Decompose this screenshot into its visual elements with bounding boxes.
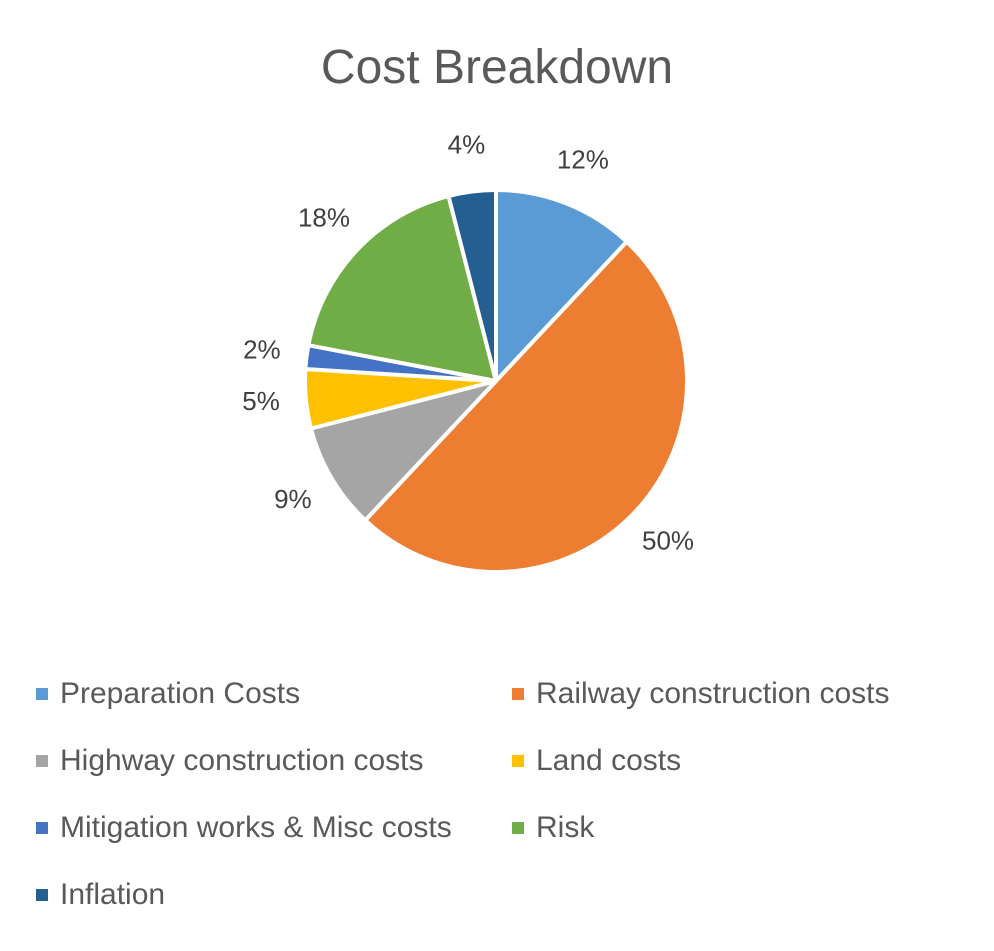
- legend-item-risk: Risk: [512, 794, 942, 861]
- legend-label: Risk: [536, 810, 595, 844]
- legend-label: Preparation Costs: [60, 676, 301, 710]
- legend-label: Railway construction costs: [536, 676, 890, 710]
- pie-plot-area: 12% 50% 9% 5% 2% 18% 4%: [242, 130, 694, 574]
- data-label-land-costs: 5%: [242, 386, 280, 416]
- data-label-railway-construction-costs: 50%: [642, 525, 694, 555]
- pie-slice-preparation-costs: [494, 188, 629, 383]
- legend-label: Land costs: [536, 743, 682, 777]
- chart-title: Cost Breakdown: [320, 41, 674, 94]
- legend-item-mitigation-works-and-misc-costs: Mitigation works & Misc costs: [36, 794, 512, 861]
- legend-swatch: [36, 888, 48, 901]
- data-label-inflation: 4%: [448, 130, 486, 160]
- pie-slice-inflation: [446, 188, 498, 383]
- legend-swatch: [36, 687, 48, 700]
- pie-slice-railway-construction-costs: [363, 239, 689, 574]
- data-label-risk: 18%: [298, 202, 350, 232]
- legend-label: Inflation: [60, 877, 166, 911]
- legend-item-inflation: Inflation: [36, 861, 512, 928]
- data-label-mitigation-works-and-misc-costs: 2%: [243, 334, 281, 364]
- legend-swatch: [512, 821, 524, 834]
- legend-label: Mitigation works & Misc costs: [60, 810, 452, 844]
- legend-item-land-costs: Land costs: [512, 727, 942, 794]
- chart-legend: Preparation Costs Railway construction co…: [36, 660, 956, 928]
- legend-swatch: [36, 754, 48, 767]
- pie-slice-highway-construction-costs: [309, 379, 498, 523]
- legend-swatch: [512, 754, 524, 767]
- pie-slice-risk: [306, 194, 498, 383]
- data-label-preparation-costs: 12%: [557, 144, 609, 174]
- legend-swatch: [36, 821, 48, 834]
- legend-label: Highway construction costs: [60, 743, 424, 777]
- data-label-highway-construction-costs: 9%: [274, 484, 312, 514]
- legend-item-highway-construction-costs: Highway construction costs: [36, 727, 512, 794]
- legend-swatch: [512, 687, 524, 700]
- legend-item-railway-construction-costs: Railway construction costs: [512, 660, 942, 727]
- legend-item-preparation-costs: Preparation Costs: [36, 660, 512, 727]
